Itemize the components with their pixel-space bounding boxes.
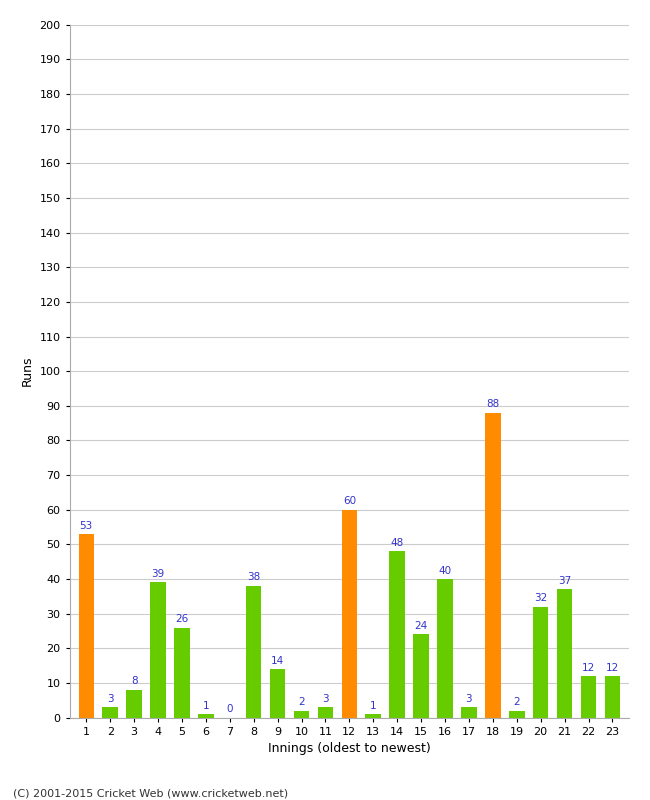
Text: (C) 2001-2015 Cricket Web (www.cricketweb.net): (C) 2001-2015 Cricket Web (www.cricketwe…	[13, 788, 288, 798]
Bar	[126, 690, 142, 718]
Text: 53: 53	[80, 521, 93, 530]
Text: 12: 12	[582, 662, 595, 673]
Text: 39: 39	[151, 569, 164, 579]
Bar	[318, 707, 333, 718]
Text: 8: 8	[131, 677, 137, 686]
Bar	[365, 714, 381, 718]
Y-axis label: Runs: Runs	[21, 356, 34, 386]
Text: 40: 40	[439, 566, 452, 575]
Bar	[79, 534, 94, 718]
Bar	[389, 551, 405, 718]
Bar	[509, 710, 525, 718]
Text: 3: 3	[465, 694, 473, 704]
Bar	[270, 669, 285, 718]
Text: 26: 26	[176, 614, 188, 624]
Text: 37: 37	[558, 576, 571, 586]
Bar	[413, 634, 429, 718]
Text: 88: 88	[486, 399, 499, 410]
Bar	[174, 627, 190, 718]
Bar	[604, 676, 620, 718]
Bar	[461, 707, 476, 718]
Text: 12: 12	[606, 662, 619, 673]
Bar	[557, 590, 573, 718]
Text: 32: 32	[534, 594, 547, 603]
Bar	[198, 714, 214, 718]
Bar	[342, 510, 357, 718]
Bar	[485, 413, 500, 718]
Bar	[580, 676, 596, 718]
Text: 1: 1	[203, 701, 209, 710]
Text: 14: 14	[271, 656, 284, 666]
Bar	[103, 707, 118, 718]
Bar	[246, 586, 261, 718]
Text: 60: 60	[343, 496, 356, 506]
Text: 24: 24	[415, 621, 428, 631]
Bar	[294, 710, 309, 718]
Text: 2: 2	[298, 697, 305, 707]
X-axis label: Innings (oldest to newest): Innings (oldest to newest)	[268, 742, 431, 755]
Bar	[533, 606, 549, 718]
Text: 38: 38	[247, 573, 260, 582]
Bar	[437, 579, 453, 718]
Text: 48: 48	[391, 538, 404, 548]
Text: 2: 2	[514, 697, 520, 707]
Text: 3: 3	[107, 694, 114, 704]
Text: 0: 0	[227, 704, 233, 714]
Text: 3: 3	[322, 694, 329, 704]
Bar	[150, 582, 166, 718]
Text: 1: 1	[370, 701, 376, 710]
